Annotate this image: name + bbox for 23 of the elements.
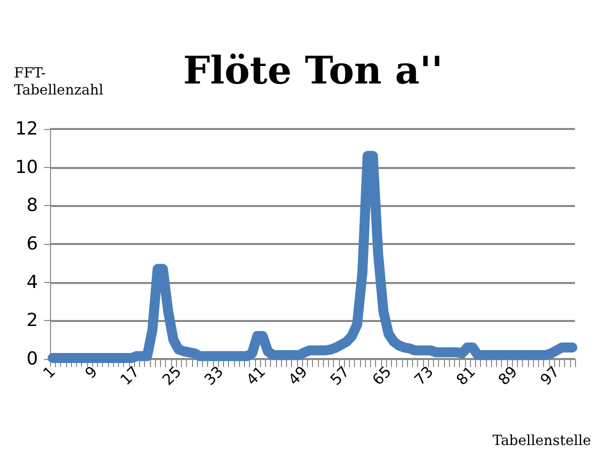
y-tick-label: 2 [26,310,38,332]
y-tick-label: 8 [26,195,38,216]
x-tick-label: 9 [82,362,101,382]
x-tick-label: 81 [452,362,479,389]
x-tick-label: 97 [536,362,563,389]
y-tick-label: 4 [26,272,38,293]
x-axis-title: Tabellenstelle [492,433,591,449]
chart-title: Flöte Ton a'' [183,48,443,92]
x-tick-label: 25 [158,362,185,389]
y-tick-label: 6 [26,234,38,254]
x-tick-label: 89 [494,362,521,389]
x-tick-label: 33 [200,362,227,389]
x-tick-label: 41 [242,362,269,389]
x-tick-label: 49 [284,362,311,389]
y-axis-title: FFT- Tabellenzahl [14,66,104,98]
x-tick-label: 1 [40,362,59,382]
x-tick-label: 17 [116,362,143,389]
x-tick-label: 65 [368,362,395,389]
x-tick-label: 73 [410,362,437,389]
y-tick-label: 12 [15,118,38,140]
y-tick-label: 0 [26,348,38,370]
x-tick-label: 57 [326,362,353,389]
y-tick-label: 10 [15,156,38,178]
